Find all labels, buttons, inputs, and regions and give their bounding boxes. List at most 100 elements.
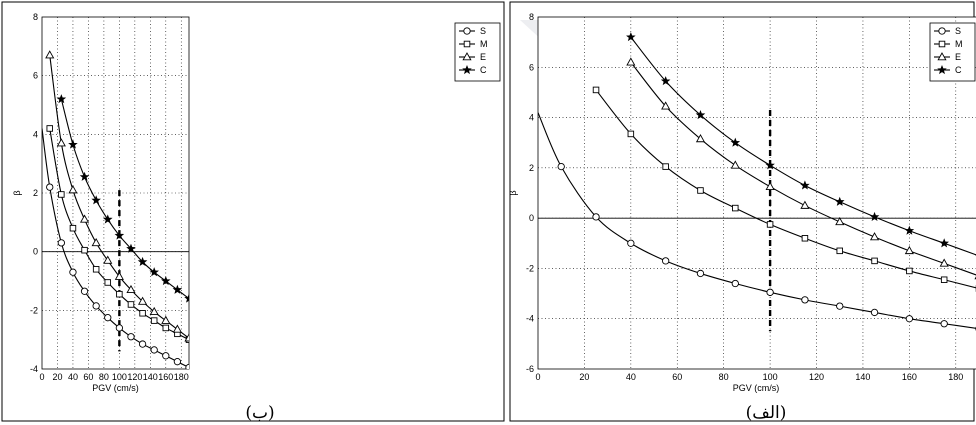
data-point-M [940,276,948,283]
x-tick-label: 100 [112,372,127,382]
y-tick-label: 8 [33,12,38,22]
data-point-S [69,268,77,276]
data-point-E [661,101,671,110]
legend-label-S: S [955,26,961,36]
data-point-M [58,191,65,198]
x-tick-label: 80 [719,372,729,382]
data-point-C [939,238,949,248]
panel-caption: (ب) [245,403,274,423]
data-point-E [172,324,182,333]
data-point-C [800,180,810,190]
y-tick-label: 8 [529,12,534,22]
data-point-M [732,204,739,212]
x-tick-label: 20 [579,372,589,382]
x-axis-label: PGV (cm/s) [92,383,139,393]
data-point-C [660,76,671,86]
data-point-E [161,315,171,324]
data-point-S [696,269,705,278]
data-point-M [116,290,123,298]
data-point-C [626,32,636,42]
x-tick-label: 60 [83,372,93,382]
data-point-S [162,352,170,360]
legend-label-M: M [480,39,488,49]
legend-marker-C [462,64,472,75]
data-point-E [149,306,159,316]
data-point-E [626,57,636,66]
data-point-C [730,137,741,147]
y-tick-label: 6 [33,71,38,81]
data-point-S [104,314,112,322]
data-point-E [695,134,706,143]
data-point-S [662,257,670,265]
data-point-M [627,130,635,138]
panel-frame [1,1,505,422]
data-point-S [940,320,948,328]
data-point-M [162,324,170,332]
x-tick-label: 100 [763,372,778,382]
data-point-C [172,284,183,294]
legend-label-M: M [955,39,963,49]
data-point-E [68,185,78,194]
data-point-E [869,232,880,241]
data-point-S [592,213,600,221]
data-point-M [104,279,112,286]
data-point-S [57,239,65,247]
y-tick-label: -2 [526,263,534,273]
data-point-S [127,333,135,341]
x-tick-label: 120 [809,372,824,382]
data-point-E [138,296,148,305]
legend-marker-E [462,52,472,61]
legend-marker-E [937,52,947,61]
data-point-E [45,50,55,59]
y-tick-label: -4 [526,314,534,324]
data-point-C [149,267,159,277]
data-point-C [126,243,136,253]
data-point-M [801,235,809,242]
data-point-C [161,275,171,286]
data-point-E [835,216,845,226]
x-tick-label: 60 [672,372,682,382]
x-tick-label: 180 [174,372,189,382]
x-tick-label: 160 [902,372,917,382]
data-point-E [114,271,124,280]
data-point-C [869,211,880,221]
data-point-S [731,279,739,288]
data-point-M [92,266,100,273]
panel-caption: (الف) [746,403,787,423]
data-point-M [662,163,669,170]
panel-alef: 0 20 40 60 80 100 120 140 160 180 -6 -4 -2 0 2 4 6 8 PGV (… [508,1,976,423]
data-point-C [834,196,845,206]
y-tick-label: 2 [33,188,38,198]
data-point-C [695,110,706,120]
data-point-E [56,138,66,147]
x-axis-label: PGV (cm/s) [733,383,780,393]
data-point-M [69,224,77,232]
legend-box [454,22,501,82]
legend-marker-S [938,27,946,35]
data-point-S [46,183,54,191]
y-tick-label: 2 [529,163,534,173]
data-point-S [557,162,565,171]
y-tick-label: -4 [30,364,38,374]
data-point-C [137,256,148,267]
y-tick-label: 0 [33,247,38,257]
x-tick-label: 160 [158,372,173,382]
data-point-C [904,225,915,235]
data-point-S [80,287,89,295]
data-point-S [766,288,774,296]
x-tick-label: 40 [626,372,636,382]
data-point-C [765,160,775,170]
data-point-C [91,195,101,205]
x-tick-label: 40 [68,372,78,382]
data-point-E [904,245,914,255]
data-point-E [126,284,136,294]
plot-area [537,16,976,370]
data-point-M [127,301,135,308]
data-point-E [184,333,189,342]
data-point-E [939,258,949,267]
x-tick-label: 140 [143,372,158,382]
data-point-E [800,200,810,209]
data-point-S [905,315,914,323]
